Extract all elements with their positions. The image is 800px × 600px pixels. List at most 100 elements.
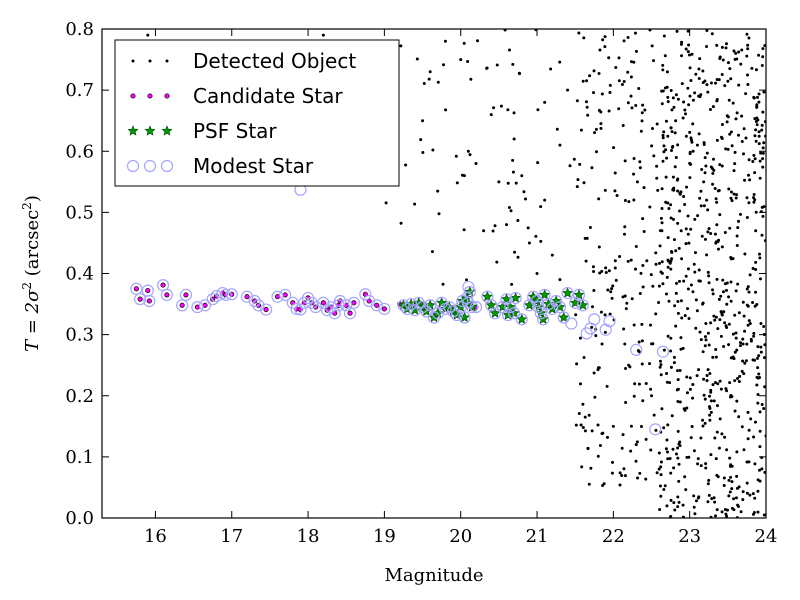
detected-object-point [756, 392, 760, 396]
data-point [542, 298, 554, 309]
detected-object-point [637, 86, 641, 90]
data-point [481, 290, 494, 303]
detected-object-point [623, 294, 627, 298]
detected-object-point [626, 70, 630, 74]
detected-object-point [757, 134, 761, 138]
detected-object-point [747, 201, 751, 205]
detected-object-point [746, 43, 750, 47]
detected-object-point [748, 493, 752, 497]
detected-object-point [760, 63, 764, 67]
detected-object-point [740, 48, 744, 52]
data-point [343, 307, 357, 320]
detected-object-point [492, 106, 496, 110]
detected-object-point [688, 161, 692, 165]
detected-object-point [679, 229, 683, 233]
detected-object-point [720, 510, 724, 514]
y-tick-label: 0.8 [65, 19, 94, 40]
detected-object-point [755, 383, 759, 387]
legend-marker [130, 93, 136, 99]
detected-object-point [741, 337, 745, 341]
detected-object-point [613, 259, 617, 263]
detected-object-point [757, 53, 761, 57]
detected-object-point [664, 292, 668, 296]
detected-object-point [590, 166, 594, 170]
detected-object-point [736, 133, 740, 137]
detected-object-point [659, 460, 663, 464]
detected-object-point [681, 503, 685, 507]
detected-object-point [666, 236, 670, 240]
data-point [191, 301, 204, 314]
detected-object-point [708, 372, 712, 376]
detected-object-point [610, 287, 614, 291]
detected-object-point [724, 46, 728, 50]
detected-object-point [728, 132, 732, 136]
detected-object-point [677, 279, 681, 283]
detected-object-point [689, 79, 693, 83]
detected-object-point [676, 189, 680, 193]
detected-object-point [755, 123, 759, 127]
detected-object-point [493, 224, 497, 228]
detected-object-point [745, 32, 749, 36]
detected-object-point [436, 80, 440, 84]
detected-object-point [733, 379, 737, 383]
detected-object-point [762, 407, 766, 411]
detected-object-point [753, 462, 757, 466]
detected-object-point [743, 252, 747, 256]
detected-object-point [684, 242, 688, 246]
detected-object-point [650, 44, 654, 48]
detected-object-point [601, 38, 605, 42]
detected-object-point [649, 273, 653, 277]
legend: Detected Object Candidate Star PSF Star Mod… [114, 39, 400, 187]
detected-object-point [753, 496, 757, 500]
detected-object-point [468, 153, 472, 157]
detected-object-point [686, 307, 690, 311]
detected-object-point [587, 413, 591, 417]
detected-object-point [615, 194, 619, 198]
detected-object-point [676, 221, 680, 225]
legend-marker [160, 159, 174, 173]
detected-object-point [491, 229, 495, 233]
detected-object-point [683, 475, 687, 479]
detected-object-point [575, 99, 579, 103]
detected-object-point [744, 359, 748, 363]
detected-object-point [655, 176, 659, 180]
data-point [588, 313, 601, 326]
data-point [489, 113, 493, 117]
detected-object-point [652, 413, 656, 417]
data-point [543, 198, 547, 202]
detected-object-point [752, 331, 756, 335]
y-label-unit-power: 2 [20, 202, 34, 210]
detected-object-point [732, 508, 736, 512]
detected-object-point [674, 281, 678, 285]
detected-object-point [654, 428, 658, 432]
data-point [501, 308, 515, 322]
detected-object-point [639, 424, 643, 428]
detected-object-point [590, 429, 594, 433]
data-point [443, 39, 447, 43]
detected-object-point [681, 346, 685, 350]
detected-object-point [724, 288, 728, 292]
detected-object-point [422, 82, 426, 86]
detected-object-point [726, 61, 730, 65]
detected-object-point [627, 200, 631, 204]
detected-object-point [592, 270, 596, 274]
detected-object-point [677, 479, 681, 483]
detected-object-point [749, 417, 753, 421]
detected-object-point [732, 497, 736, 501]
detected-object-point [734, 289, 738, 293]
detected-object-point [661, 63, 665, 67]
x-tick-label: 21 [526, 526, 549, 547]
detected-object-point [632, 198, 636, 202]
detected-object-point [664, 447, 668, 451]
detected-object-point [708, 418, 712, 422]
detected-object-point [683, 203, 687, 207]
detected-object-point [747, 290, 751, 294]
detected-object-point [739, 62, 743, 66]
detected-object-point [760, 128, 764, 132]
detected-object-point [721, 290, 725, 294]
x-tick-label: 16 [144, 526, 167, 547]
detected-object-point [581, 425, 585, 429]
detected-object-point [601, 431, 605, 435]
detected-object-point [679, 299, 683, 303]
detected-object-point [751, 266, 755, 270]
